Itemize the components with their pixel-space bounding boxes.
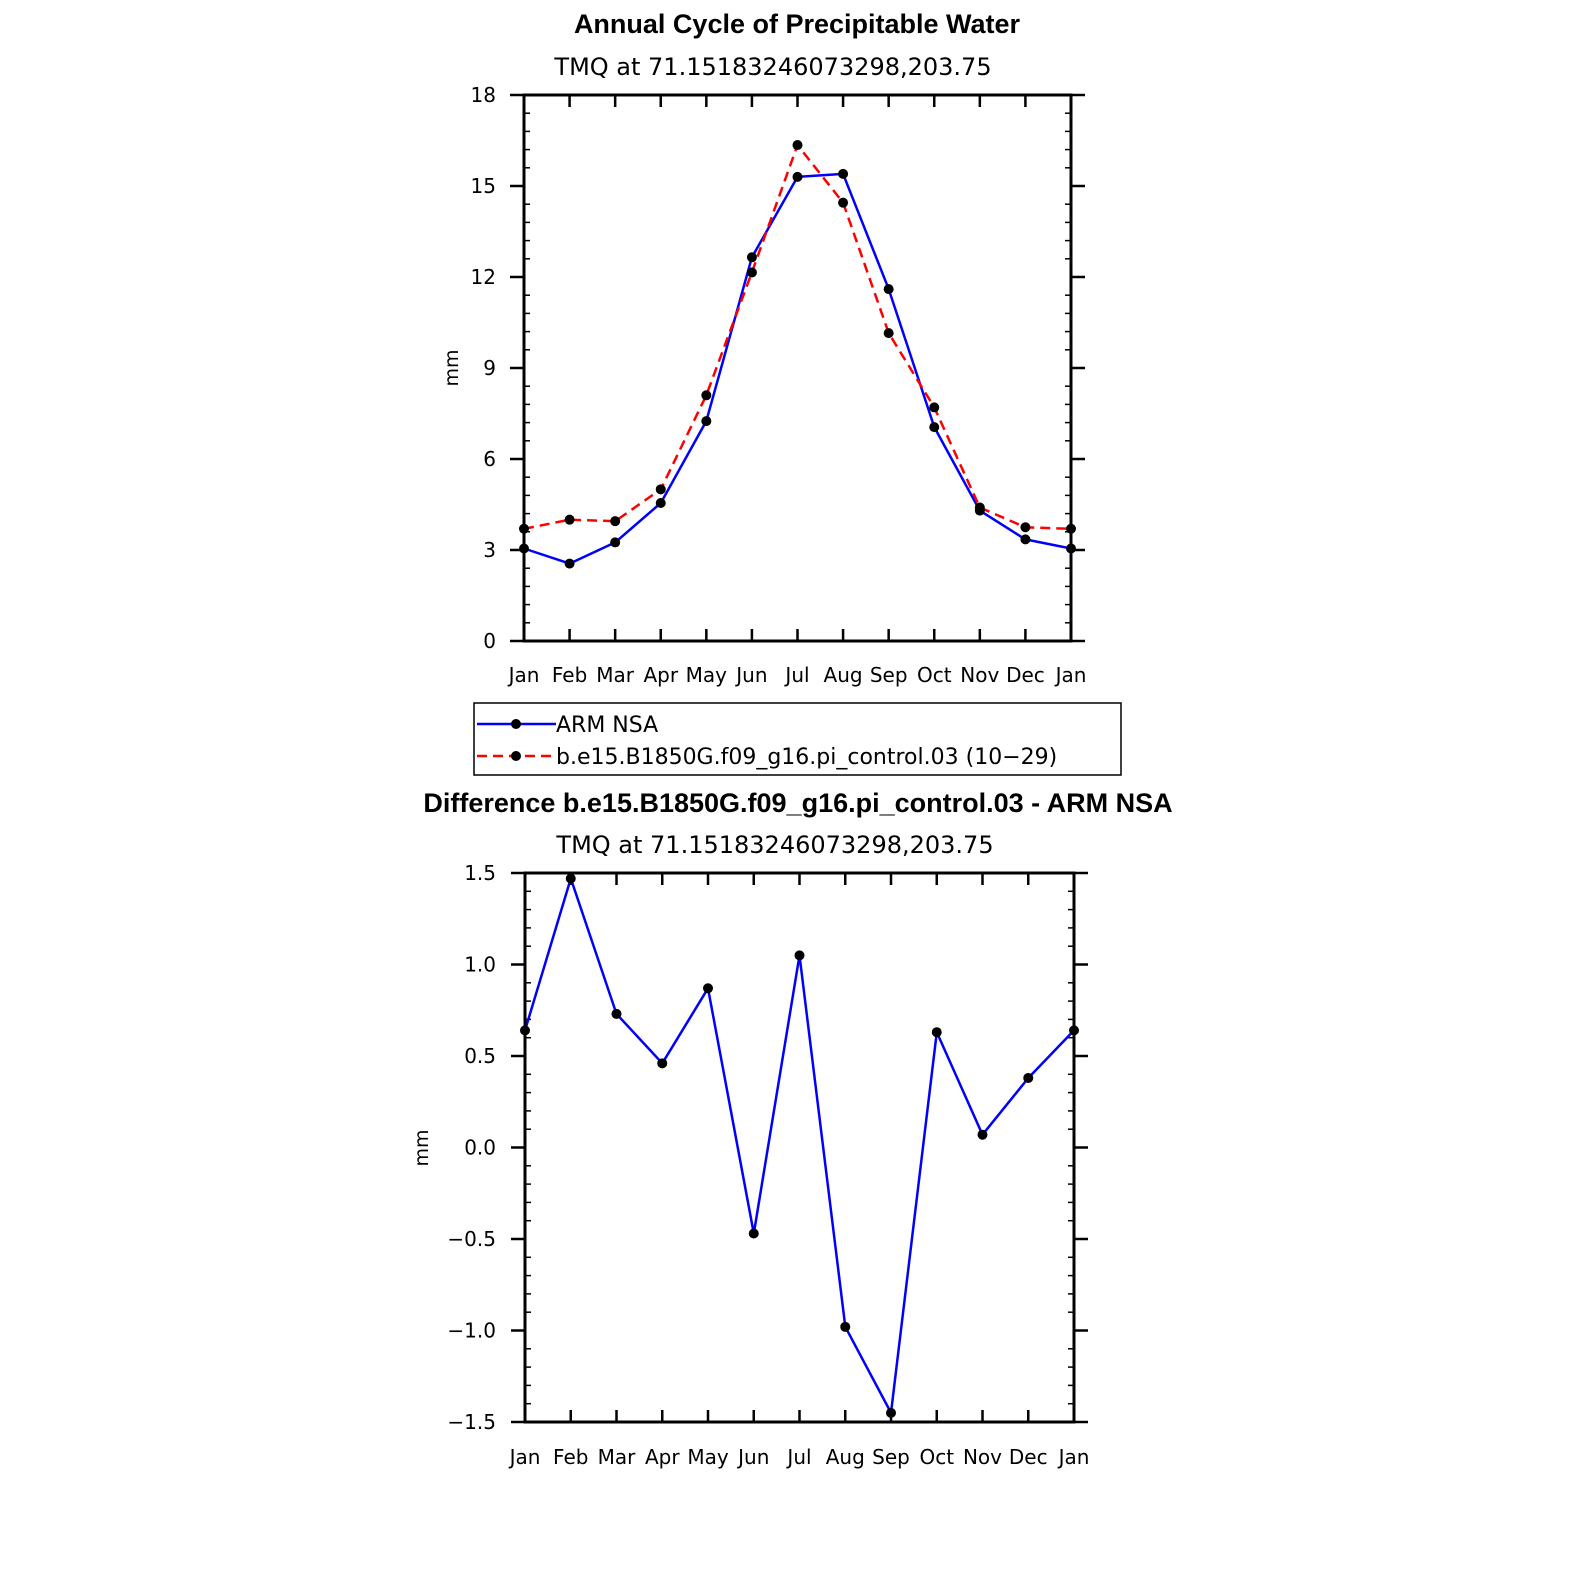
x-tick-label: Feb [552, 663, 587, 687]
x-tick-label: Jan [508, 1445, 541, 1469]
y-tick-label: 0 [483, 629, 496, 653]
y-tick-label: 6 [483, 447, 496, 471]
y-tick-label: 18 [471, 83, 496, 107]
y-tick-label: 15 [471, 174, 496, 198]
data-point-series-1 [883, 328, 894, 339]
data-point-series-0 [931, 1027, 942, 1038]
x-tick-label: Dec [1006, 663, 1045, 687]
data-point-series-0 [657, 1058, 668, 1069]
data-point-series-0 [703, 983, 713, 994]
data-point-series-0 [840, 1321, 851, 1332]
data-point-series-1 [701, 390, 712, 401]
data-point-series-0 [977, 1129, 988, 1140]
data-point-series-0 [701, 416, 712, 427]
x-tick-label: May [686, 663, 728, 687]
y-tick-label: 1.0 [464, 953, 496, 977]
data-point-series-0 [565, 873, 576, 884]
axis-ticks: Jan Feb Mar Apr May Jun Jul Aug Sep Oct Nov Dec Jan 0… [471, 83, 1087, 687]
data-point-series-0 [611, 1008, 622, 1019]
legend-marker-arm-nsa [511, 719, 521, 729]
series-layer [519, 140, 1076, 569]
data-point-series-1 [974, 502, 985, 513]
data-point-series-1 [610, 516, 621, 527]
x-tick-label: Mar [596, 663, 635, 687]
chart-title: Annual Cycle of Precipitable Water [574, 9, 1021, 39]
y-tick-label: −1.5 [447, 1410, 496, 1434]
data-point-series-1 [564, 514, 575, 525]
legend-box [473, 702, 1122, 776]
legend-marker-model [511, 751, 521, 761]
x-tick-label: Jul [785, 1445, 811, 1469]
data-point-series-0 [610, 537, 621, 548]
series-line-1 [523, 143, 1072, 531]
y-tick-label: 12 [471, 265, 496, 289]
data-point-series-0 [564, 558, 575, 569]
data-point-series-1 [746, 267, 757, 278]
x-tick-label: Jan [507, 663, 540, 687]
data-point-series-0 [794, 950, 805, 961]
data-point-series-0 [883, 284, 894, 295]
annual-cycle-chart: Annual Cycle of Precipitable Water TMQ a… [441, 9, 1086, 687]
x-tick-label: May [687, 1445, 729, 1469]
y-tick-label: 0.0 [464, 1136, 496, 1160]
chart-title: Difference b.e15.B1850G.f09_g16.pi_contr… [423, 788, 1172, 818]
x-tick-label: Nov [963, 1445, 1002, 1469]
y-tick-label: 0.5 [464, 1044, 496, 1068]
x-tick-label: Sep [872, 1445, 910, 1469]
x-tick-label: Jan [1054, 663, 1087, 687]
data-point-series-1 [655, 484, 666, 495]
data-point-series-0 [886, 1407, 896, 1418]
axis-ticks: Jan Feb Mar Apr May Jun Jul Aug Sep Oct Nov Dec Jan−… [447, 861, 1089, 1469]
y-tick-label: 9 [483, 356, 496, 380]
difference-chart: Difference b.e15.B1850G.f09_g16.pi_contr… [411, 788, 1173, 1469]
data-point-series-0 [1023, 1072, 1034, 1083]
x-tick-label: Jan [1057, 1445, 1090, 1469]
x-tick-label: Apr [643, 663, 678, 687]
data-point-series-1 [838, 197, 849, 208]
data-point-series-0 [838, 168, 849, 179]
x-tick-label: Jun [734, 663, 767, 687]
chart-subtitle: TMQ at 71.15183246073298,203.75 [553, 53, 991, 81]
legend: ARM NSA b.e15.B1850G.f09_g16.pi_control.… [473, 702, 1122, 776]
y-tick-label: −1.0 [447, 1319, 496, 1343]
data-point-series-0 [748, 1228, 759, 1239]
x-tick-label: Dec [1009, 1445, 1048, 1469]
x-tick-label: Apr [645, 1445, 680, 1469]
series-line-0 [523, 172, 1072, 565]
legend-label-model: b.e15.B1850G.f09_g16.pi_control.03 (10−2… [556, 745, 1057, 770]
y-axis-label: mm [441, 349, 463, 386]
data-point-series-0 [746, 252, 757, 263]
y-axis-label: mm [411, 1129, 433, 1166]
x-tick-label: Nov [960, 663, 999, 687]
y-tick-label: −0.5 [447, 1227, 496, 1251]
x-tick-label: Aug [824, 663, 863, 687]
legend-label-arm-nsa: ARM NSA [556, 713, 658, 738]
plot-frame [523, 871, 1076, 1424]
data-point-series-0 [792, 171, 803, 182]
x-tick-label: Jun [736, 1445, 769, 1469]
data-point-series-0 [929, 422, 940, 433]
data-point-series-0 [1020, 534, 1031, 545]
data-point-series-1 [929, 402, 940, 413]
series-layer [520, 873, 1079, 1418]
data-point-series-1 [1020, 522, 1031, 533]
plot-frame [522, 93, 1073, 643]
x-tick-label: Feb [553, 1445, 588, 1469]
data-point-series-0 [655, 497, 666, 508]
x-tick-label: Oct [919, 1445, 954, 1469]
x-tick-label: Jul [783, 663, 809, 687]
y-tick-label: 3 [483, 538, 496, 562]
x-tick-label: Oct [917, 663, 952, 687]
y-tick-label: 1.5 [464, 861, 496, 885]
x-tick-label: Mar [598, 1445, 637, 1469]
x-tick-label: Sep [870, 663, 908, 687]
data-point-series-1 [792, 140, 803, 151]
chart-subtitle: TMQ at 71.15183246073298,203.75 [555, 831, 993, 859]
x-tick-label: Aug [826, 1445, 865, 1469]
